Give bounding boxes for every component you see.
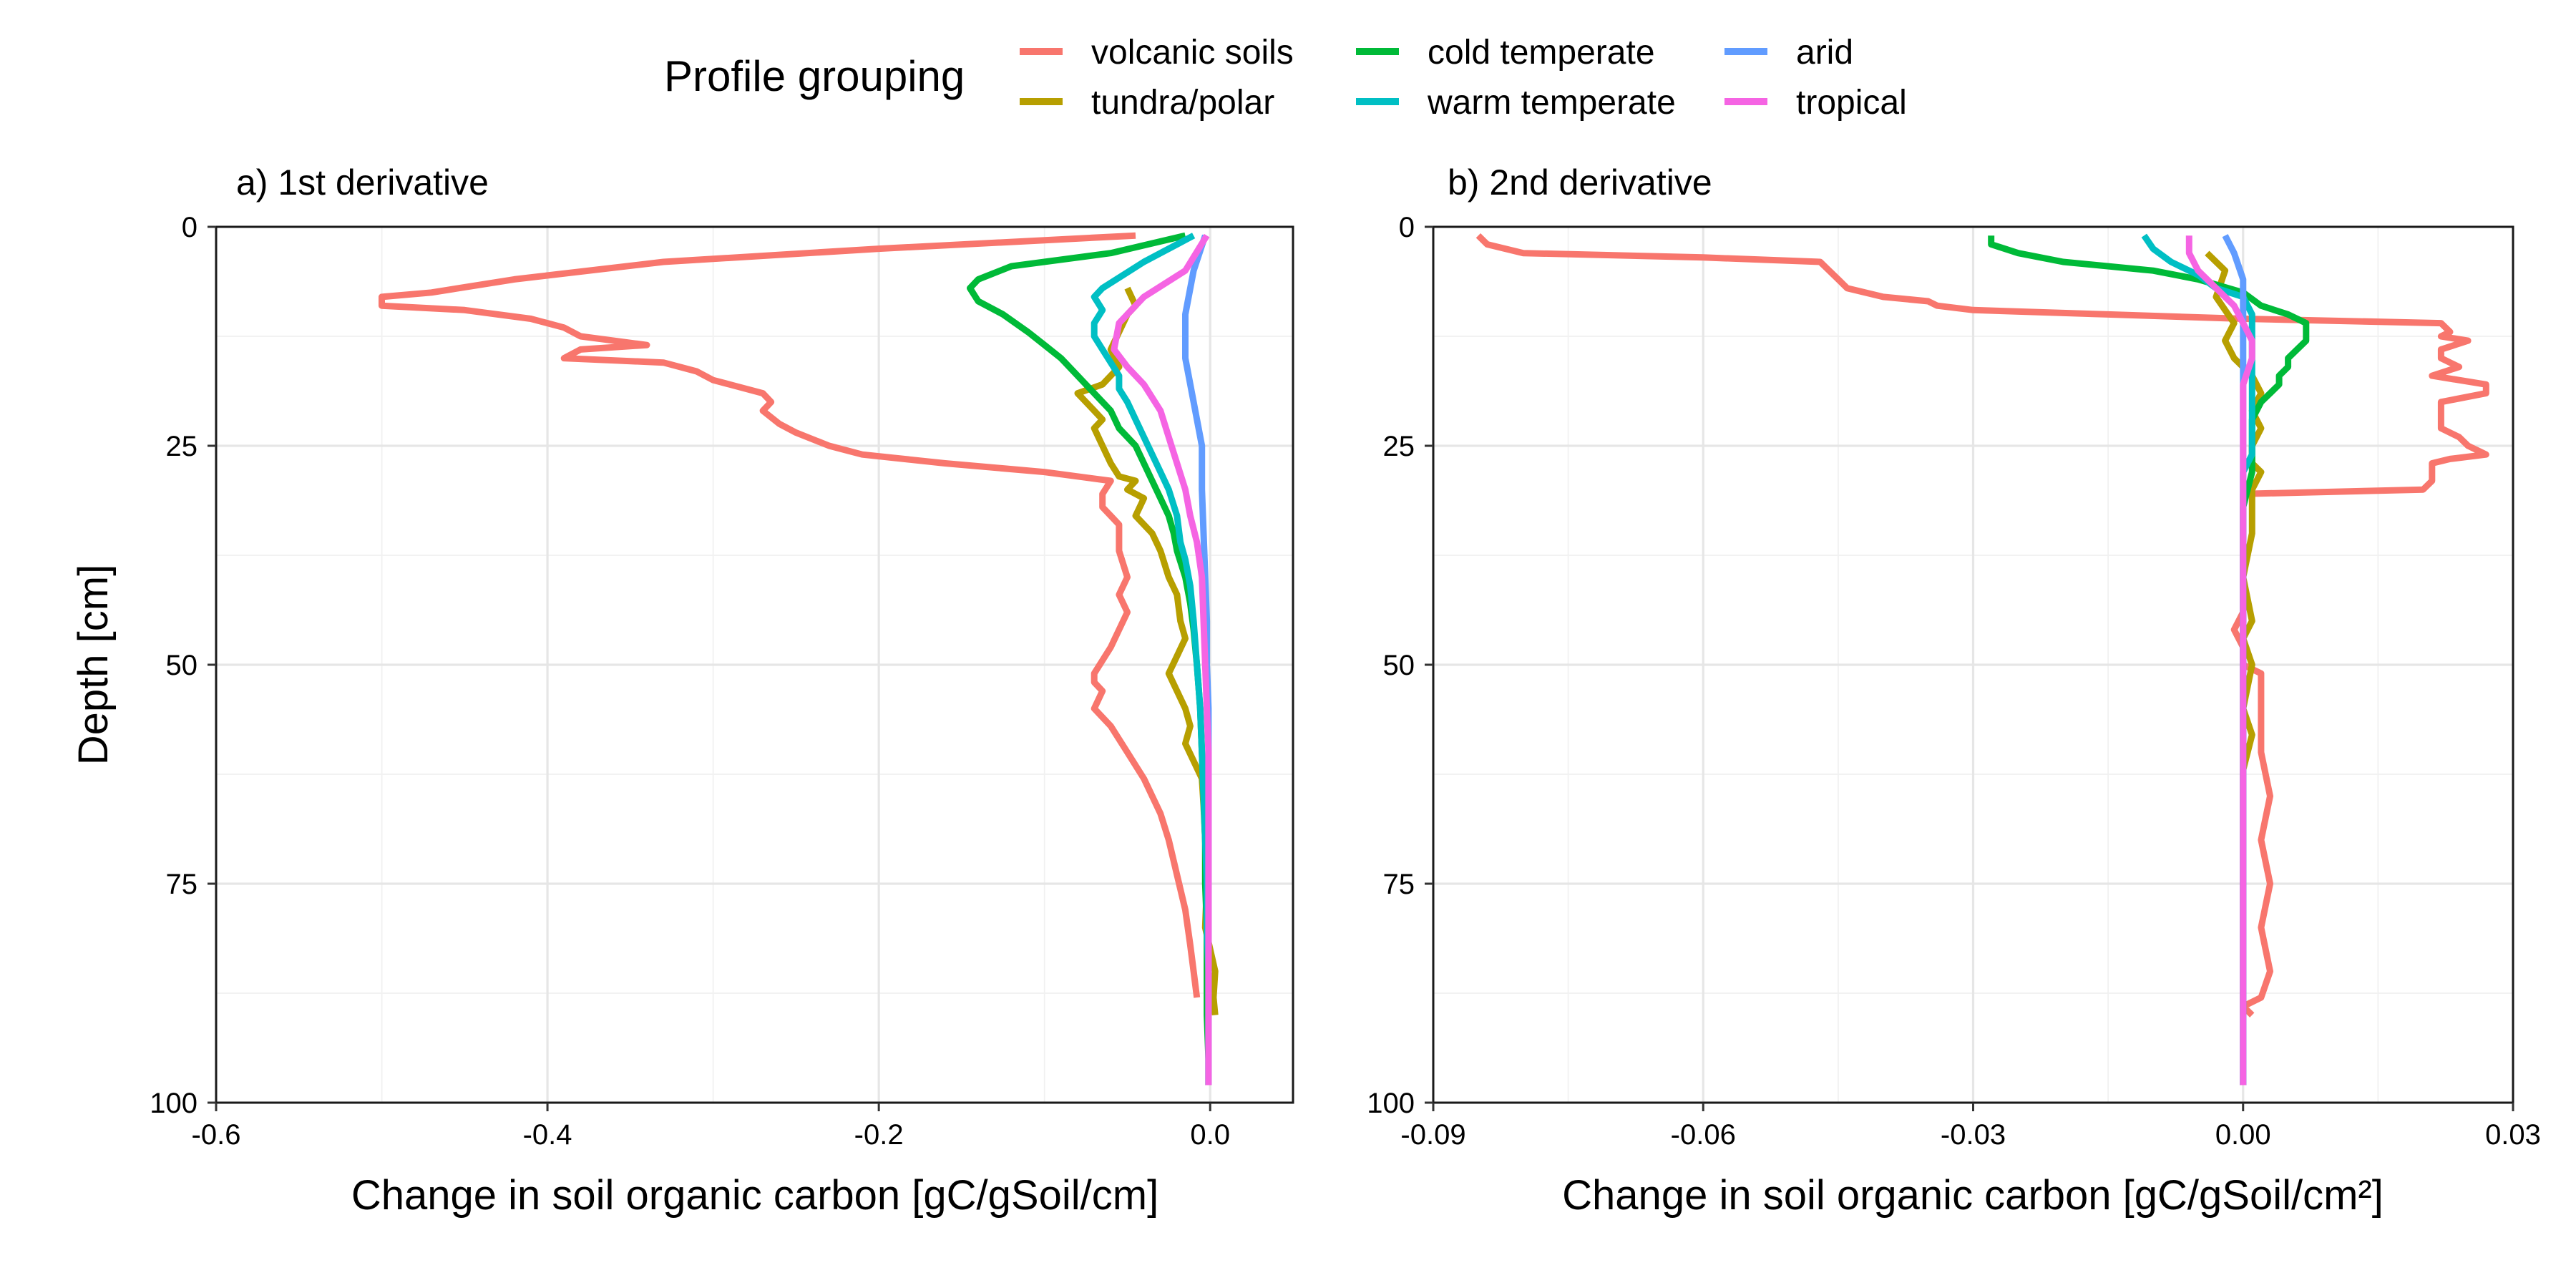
panel-b-series-volcanic-soils xyxy=(1475,233,2489,1018)
panel-b-x-tick-label: -0.09 xyxy=(1400,1119,1465,1151)
panel-a-y-tick-label: 0 xyxy=(182,212,197,243)
panel-a-y-tick-label: 50 xyxy=(166,650,198,681)
panel-second-derivative: b) 2nd derivative -0.09 -0.06 -0.03 0.00 0.0… xyxy=(1367,162,2541,1219)
legend-item-warm-temperate: warm temperate xyxy=(1356,84,1676,122)
legend-label-tropical: tropical xyxy=(1796,84,1907,122)
panel-a-x-tick-label: 0.0 xyxy=(1190,1119,1230,1151)
panel-a-x-tick-label: -0.4 xyxy=(523,1119,572,1151)
panel-b-x-tick-label: -0.03 xyxy=(1941,1119,2006,1151)
legend-label-arid: arid xyxy=(1796,34,1853,72)
legend-label-cold-temperate: cold temperate xyxy=(1428,34,1655,72)
legend-item-arid: arid xyxy=(1724,34,1853,72)
panel-b-y-tick-label: 50 xyxy=(1383,650,1415,681)
panel-b-y-tick-label: 25 xyxy=(1383,431,1415,462)
panel-b-x-tick-label: -0.06 xyxy=(1671,1119,1736,1151)
legend-label-volcanic-soils: volcanic soils xyxy=(1091,34,1294,72)
panel-b-series-cold-temperate xyxy=(1988,235,2310,1085)
panel-first-derivative: a) 1st derivative -0.6 -0.4 -0.2 0.0 0 25 50 75… xyxy=(70,162,1294,1219)
legend-item-cold-temperate: cold temperate xyxy=(1356,34,1655,72)
legend-item-volcanic-soils: volcanic soils xyxy=(1020,34,1294,72)
panel-a-series xyxy=(379,232,1219,1085)
legend-label-warm-temperate: warm temperate xyxy=(1427,84,1676,122)
panel-b-x-tick-label: 0.03 xyxy=(2485,1119,2541,1151)
panel-b-x-axis-title: Change in soil organic carbon [gC/gSoil/… xyxy=(1562,1172,2384,1219)
panel-a-y-tick-label: 25 xyxy=(166,431,198,462)
panel-b-x-tick-label: 0.00 xyxy=(2215,1119,2271,1151)
panel-b-series-tundra-polar xyxy=(2205,250,2265,1015)
legend-item-tropical: tropical xyxy=(1724,84,1907,122)
panel-a-series-tropical xyxy=(1111,233,1212,1085)
panel-a-title: a) 1st derivative xyxy=(236,162,489,203)
panel-b-y-tick-label: 75 xyxy=(1383,869,1415,900)
y-axis-title: Depth [cm] xyxy=(70,565,117,765)
panel-b-grid xyxy=(1432,225,2514,1104)
panel-a-y-tick-label: 100 xyxy=(150,1088,197,1119)
legend-item-tundra-polar: tundra/polar xyxy=(1020,84,1274,122)
panel-a-y-tick-label: 75 xyxy=(166,869,198,900)
panel-b-y-tick-label: 0 xyxy=(1399,212,1415,243)
panel-b-series xyxy=(1475,233,2489,1085)
panel-a-series-volcanic-soils xyxy=(379,232,1201,998)
legend: Profile grouping volcanic soils tundra/po… xyxy=(664,34,1907,122)
panel-a-ticks: -0.6 -0.4 -0.2 0.0 0 25 50 75 100 xyxy=(150,212,1230,1151)
panel-b-title: b) 2nd derivative xyxy=(1448,162,1712,203)
panel-a-x-axis-title: Change in soil organic carbon [gC/gSoil/… xyxy=(351,1172,1158,1219)
panel-b-ticks: -0.09 -0.06 -0.03 0.00 0.03 0 25 50 75 100 xyxy=(1367,212,2541,1151)
legend-label-tundra-polar: tundra/polar xyxy=(1091,84,1274,122)
panel-b-y-tick-label: 100 xyxy=(1367,1088,1415,1119)
legend-title: Profile grouping xyxy=(664,52,965,100)
panel-a-grid xyxy=(215,225,1293,1104)
legend-items: volcanic soils tundra/polar cold temperate… xyxy=(1020,34,1907,122)
panel-a-x-tick-label: -0.2 xyxy=(854,1119,904,1151)
panel-a-x-tick-label: -0.6 xyxy=(192,1119,241,1151)
panel-b-series-tropical xyxy=(2185,235,2255,1085)
